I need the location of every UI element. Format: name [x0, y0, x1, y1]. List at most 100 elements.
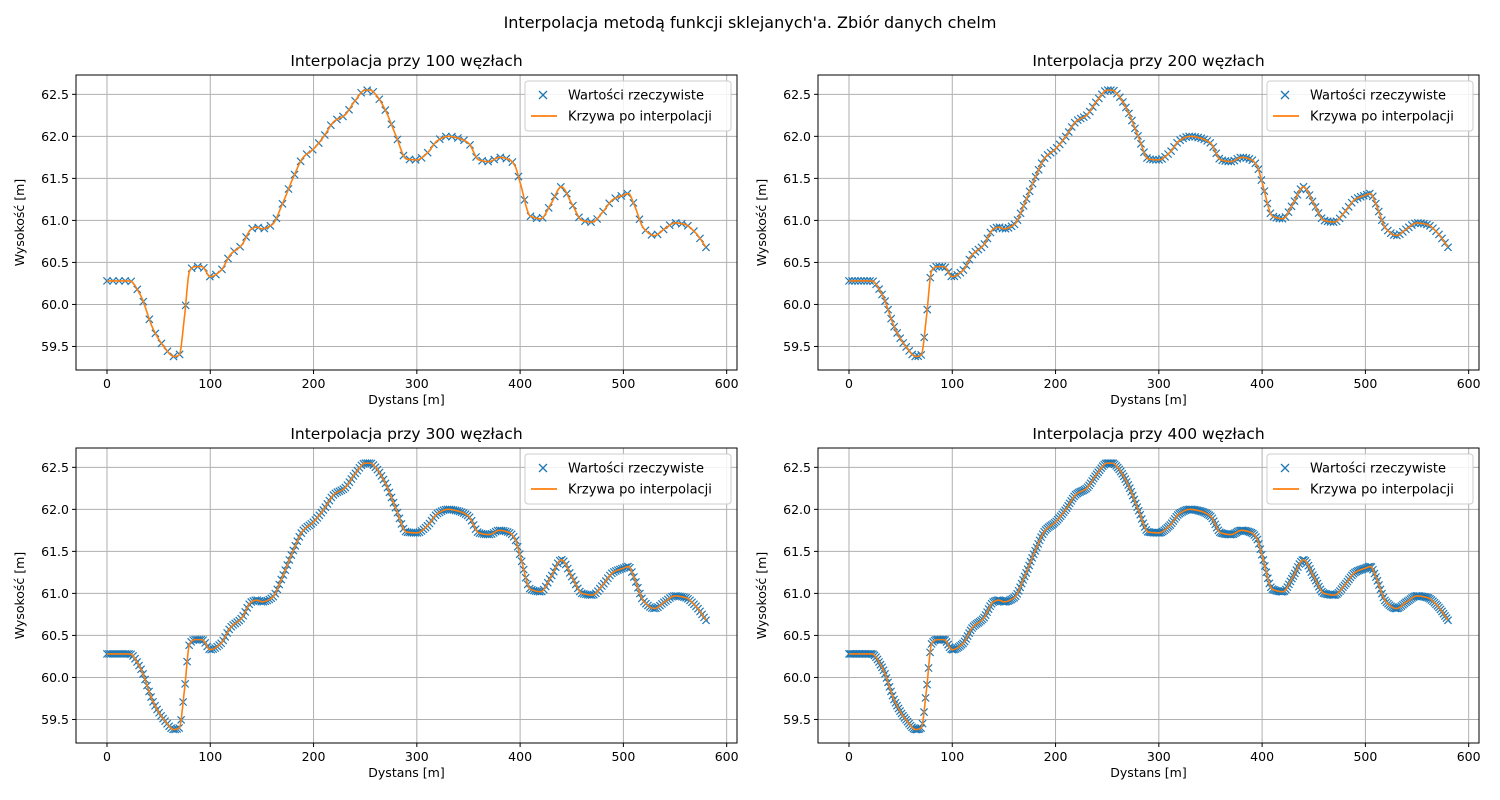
x-tick-label: 600	[715, 749, 739, 764]
legend-box	[524, 453, 732, 505]
x-tick-label: 200	[302, 376, 326, 391]
x-tick-label: 200	[1044, 376, 1068, 391]
y-tick-label: 60.5	[41, 255, 69, 270]
x-tick-label: 200	[302, 749, 326, 764]
y-tick-label: 62.5	[41, 87, 69, 102]
y-axis-label: Wysokość [m]	[12, 179, 27, 266]
x-axis-label: Dystans [m]	[368, 765, 444, 780]
legend-label-interpolated: Krzywa po interpolacji	[1310, 483, 1454, 498]
subplot-1: Interpolacja przy 100 węzłach 0 100 200 300 4…	[12, 52, 739, 407]
x-tick-label: 500	[611, 749, 635, 764]
legend-label-measured: Wartości rzeczywiste	[568, 462, 704, 477]
legend-marker-measured	[538, 463, 548, 473]
y-tick-label: 60.5	[783, 255, 811, 270]
y-tick-label: 61.5	[783, 544, 811, 559]
legend-label-measured: Wartości rzeczywiste	[1310, 89, 1446, 104]
x-tick-label: 300	[1147, 749, 1171, 764]
x-tick-label: 0	[103, 749, 111, 764]
legend: Wartości rzeczywiste Krzywa po interpolac…	[1266, 80, 1474, 132]
y-tick-label: 61.0	[783, 586, 811, 601]
y-tick-label: 62.0	[783, 129, 811, 144]
x-tick-label: 100	[940, 376, 964, 391]
subplot-4: Interpolacja przy 400 węzłach 0 100 200 300 4…	[754, 425, 1481, 780]
x-tick-label: 200	[1044, 749, 1068, 764]
y-tick-label: 62.5	[41, 460, 69, 475]
series-interpolated-line	[848, 462, 1449, 731]
legend-marker-measured	[1280, 90, 1290, 100]
y-tick-label: 62.0	[41, 129, 69, 144]
plot-area	[102, 86, 711, 361]
x-tick-label: 400	[508, 376, 532, 391]
figure-suptitle: Interpolacja metodą funkcji sklejanych'a…	[504, 13, 997, 32]
x-tick-label: 100	[198, 376, 222, 391]
x-tick-label: 500	[611, 376, 635, 391]
x-tick-label: 300	[405, 749, 429, 764]
legend-label-interpolated: Krzywa po interpolacji	[568, 110, 712, 125]
y-tick-label: 62.0	[41, 502, 69, 517]
x-tick-label: 500	[1353, 749, 1377, 764]
axes-frame	[75, 447, 738, 744]
legend: Wartości rzeczywiste Krzywa po interpolac…	[524, 453, 732, 505]
x-tick-label: 100	[198, 749, 222, 764]
x-tick-label: 0	[845, 749, 853, 764]
x-tick-label: 600	[715, 376, 739, 391]
y-axis-label: Wysokość [m]	[12, 552, 27, 639]
x-axis-label: Dystans [m]	[1110, 392, 1186, 407]
legend-box	[1266, 453, 1474, 505]
y-tick-label: 60.5	[783, 628, 811, 643]
y-tick-label: 60.0	[783, 670, 811, 685]
y-tick-label: 59.5	[783, 339, 811, 354]
legend-marker-measured	[538, 90, 548, 100]
y-tick-label: 62.0	[783, 502, 811, 517]
y-tick-label: 61.5	[783, 171, 811, 186]
x-tick-label: 0	[845, 376, 853, 391]
y-tick-label: 61.0	[41, 586, 69, 601]
y-tick-label: 62.5	[783, 87, 811, 102]
x-tick-label: 300	[1147, 376, 1171, 391]
legend: Wartości rzeczywiste Krzywa po interpolac…	[1266, 453, 1474, 505]
subplot-grid: Interpolacja przy 100 węzłach 0 100 200 300 4…	[12, 52, 1481, 780]
y-tick-label: 61.5	[41, 171, 69, 186]
y-tick-label: 59.5	[783, 712, 811, 727]
series-interpolated-line	[106, 462, 707, 731]
subplot-2: Interpolacja przy 200 węzłach 0 100 200 300 4…	[754, 52, 1481, 407]
x-axis-label: Dystans [m]	[368, 392, 444, 407]
subplot-3: Interpolacja przy 300 węzłach 0 100 200 300 4…	[12, 425, 739, 780]
x-tick-label: 300	[405, 376, 429, 391]
plot-area	[844, 459, 1453, 734]
y-tick-label: 60.0	[41, 670, 69, 685]
y-tick-label: 60.5	[41, 628, 69, 643]
y-tick-label: 59.5	[41, 712, 69, 727]
legend: Wartości rzeczywiste Krzywa po interpolac…	[524, 80, 732, 132]
x-tick-label: 400	[1250, 749, 1274, 764]
legend-label-measured: Wartości rzeczywiste	[1310, 462, 1446, 477]
series-interpolated-line	[848, 89, 1449, 358]
y-tick-label: 60.0	[783, 297, 811, 312]
legend-box	[524, 80, 732, 132]
plot-area	[844, 86, 1453, 361]
y-tick-label: 62.5	[783, 460, 811, 475]
x-tick-label: 0	[103, 376, 111, 391]
x-axis-label: Dystans [m]	[1110, 765, 1186, 780]
legend-label-interpolated: Krzywa po interpolacji	[1310, 110, 1454, 125]
subplot-title: Interpolacja przy 400 węzłach	[1032, 425, 1264, 443]
x-tick-label: 600	[1457, 749, 1481, 764]
x-tick-label: 600	[1457, 376, 1481, 391]
legend-marker-measured	[1280, 463, 1290, 473]
x-tick-label: 400	[508, 749, 532, 764]
subplot-title: Interpolacja przy 300 węzłach	[290, 425, 522, 443]
subplot-title: Interpolacja przy 200 węzłach	[1032, 52, 1264, 70]
y-tick-label: 61.0	[783, 213, 811, 228]
legend-label-interpolated: Krzywa po interpolacji	[568, 483, 712, 498]
subplot-title: Interpolacja przy 100 węzłach	[290, 52, 522, 70]
axes-frame	[75, 74, 738, 371]
axes-frame	[817, 447, 1480, 744]
x-tick-label: 500	[1353, 376, 1377, 391]
legend-box	[1266, 80, 1474, 132]
y-tick-label: 59.5	[41, 339, 69, 354]
plot-area	[102, 459, 711, 734]
y-tick-label: 60.0	[41, 297, 69, 312]
y-tick-label: 61.0	[41, 213, 69, 228]
